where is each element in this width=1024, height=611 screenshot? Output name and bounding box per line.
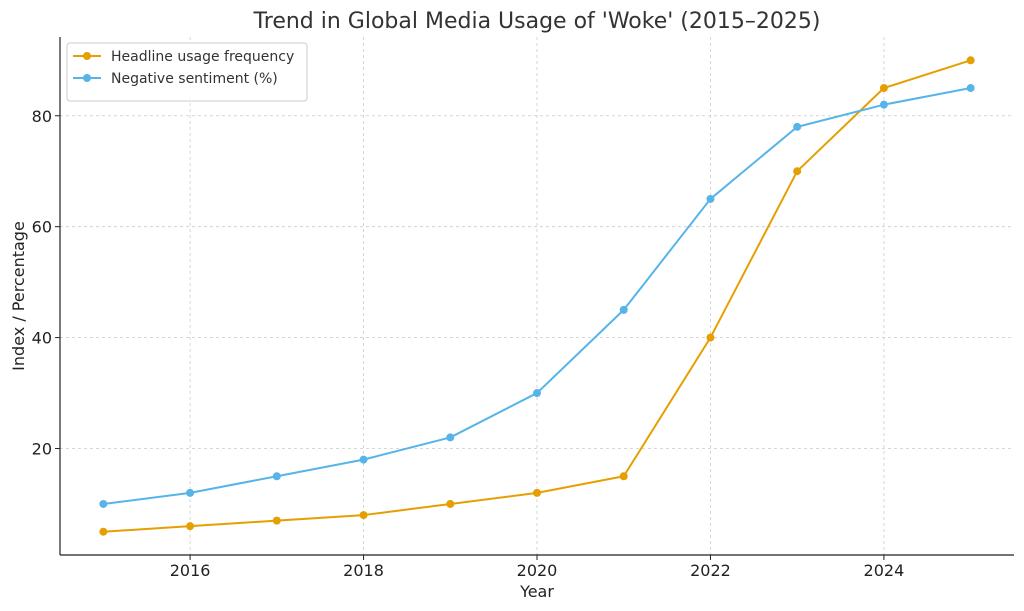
series-1 [99, 56, 975, 536]
legend-label: Negative sentiment (%) [111, 71, 278, 87]
data-point [533, 488, 541, 497]
data-point [966, 56, 975, 65]
data-point [793, 122, 802, 131]
y-tick-label: 80 [32, 107, 52, 126]
y-tick-label: 20 [32, 440, 52, 459]
data-point [619, 305, 628, 314]
legend-box [66, 42, 308, 102]
data-point [966, 84, 975, 93]
legend-item: Headline usage frequency [73, 49, 294, 65]
x-tick-label: 2020 [517, 561, 558, 580]
x-tick-label: 2016 [170, 561, 211, 580]
legend-label: Headline usage frequency [111, 49, 294, 65]
y-ticks: 20 40 60 80 [32, 107, 60, 459]
legend: Headline usage frequency Negative sentime… [66, 42, 308, 102]
data-point [272, 516, 281, 525]
data-point [706, 194, 715, 203]
y-tick-label: 40 [32, 329, 52, 348]
data-point [99, 499, 108, 508]
data-point [793, 167, 802, 176]
data-point [446, 433, 455, 442]
data-point [186, 522, 195, 531]
data-point [706, 333, 715, 342]
data-point [879, 100, 888, 109]
data-point [359, 455, 368, 464]
data-point [879, 84, 888, 93]
data-point [359, 511, 368, 520]
legend-swatch-marker [83, 74, 91, 82]
legend-item: Negative sentiment (%) [73, 71, 278, 87]
data-point [186, 488, 195, 497]
series-lines [99, 56, 975, 536]
x-ticks: 2016 2018 2020 2022 2024 [170, 555, 905, 580]
x-tick-label: 2022 [690, 561, 731, 580]
y-axis-label: Index / Percentage [9, 221, 28, 371]
x-tick-label: 2024 [864, 561, 905, 580]
x-tick-label: 2018 [343, 561, 384, 580]
legend-swatch-marker [83, 52, 91, 60]
chart-title: Trend in Global Media Usage of 'Woke' (2… [253, 9, 821, 34]
x-axis-label: Year [519, 582, 554, 601]
series-2 [99, 84, 975, 508]
grid [60, 37, 1014, 555]
data-point [446, 499, 455, 508]
data-point [619, 472, 628, 481]
data-point [533, 389, 541, 398]
data-point [272, 472, 281, 481]
y-tick-label: 60 [32, 218, 52, 237]
data-point [99, 527, 108, 536]
